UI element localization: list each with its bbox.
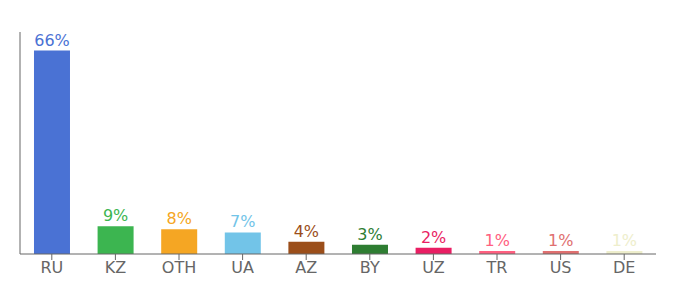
svg-text:UA: UA (231, 258, 254, 277)
svg-text:2%: 2% (421, 228, 446, 247)
svg-text:4%: 4% (294, 222, 319, 241)
svg-text:AZ: AZ (295, 258, 317, 277)
svg-text:UZ: UZ (422, 258, 444, 277)
svg-text:8%: 8% (166, 209, 191, 228)
svg-text:US: US (550, 258, 572, 277)
svg-text:7%: 7% (230, 212, 255, 231)
svg-text:RU: RU (40, 258, 63, 277)
svg-text:DE: DE (613, 258, 635, 277)
svg-text:9%: 9% (103, 206, 128, 225)
svg-text:1%: 1% (484, 231, 509, 250)
svg-text:TR: TR (486, 258, 508, 277)
svg-text:66%: 66% (34, 31, 70, 50)
svg-text:1%: 1% (548, 231, 573, 250)
svg-text:KZ: KZ (105, 258, 126, 277)
svg-text:BY: BY (360, 258, 380, 277)
svg-text:OTH: OTH (162, 258, 196, 277)
svg-text:3%: 3% (357, 225, 382, 244)
svg-text:1%: 1% (612, 231, 637, 250)
